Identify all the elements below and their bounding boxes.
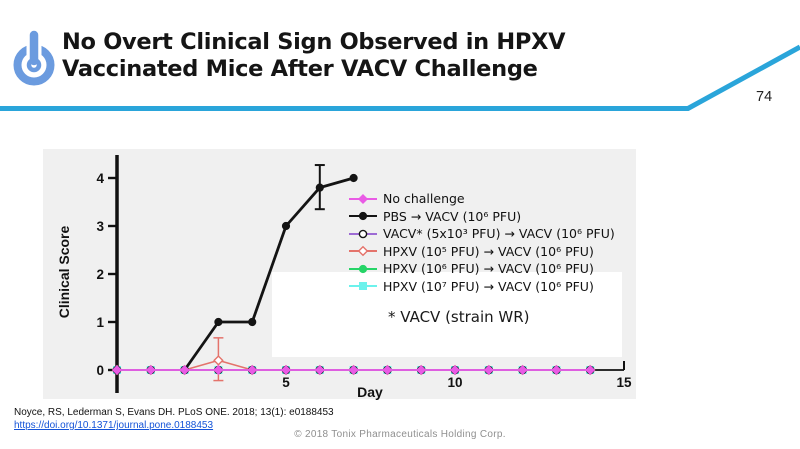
page-title-line1: No Overt Clinical Sign Observed in HPXV <box>62 29 566 55</box>
page-title-line2: Vaccinated Mice After VACV Challenge <box>62 56 538 82</box>
x-tick-label: 10 <box>447 375 462 390</box>
x-axis-label: Day <box>357 384 383 400</box>
legend-marker-icon <box>349 245 377 257</box>
chart-canvas: 0 1 2 3 4 5 10 15 Day Clinical Score <box>43 149 636 400</box>
y-tick-label: 3 <box>96 219 104 234</box>
legend-item-label: HPXV (10⁵ PFU) → VACV (10⁶ PFU) <box>383 243 594 259</box>
legend-item-label: VACV* (5x10³ PFU) → VACV (10⁶ PFU) <box>383 226 615 242</box>
accent-line <box>0 44 800 111</box>
y-tick-label: 4 <box>96 171 104 186</box>
legend-marker-icon <box>349 212 377 221</box>
legend-item: HPXV (10⁶ PFU) → VACV (10⁶ PFU) <box>348 260 615 278</box>
legend-marker-icon <box>349 193 377 204</box>
annotation-text: * VACV (strain WR) <box>388 308 530 326</box>
legend-item: VACV* (5x10³ PFU) → VACV (10⁶ PFU) <box>348 225 615 243</box>
x-tick-label: 5 <box>282 375 290 390</box>
citation-text: Noyce, RS, Lederman S, Evans DH. PLoS ON… <box>14 407 334 418</box>
legend-item-label: HPXV (10⁷ PFU) → VACV (10⁶ PFU) <box>383 278 594 294</box>
citation: Noyce, RS, Lederman S, Evans DH. PLoS ON… <box>14 406 334 432</box>
clinical-score-chart: 0 1 2 3 4 5 10 15 Day Clinical Score * VACV (stra… <box>40 146 660 404</box>
legend-item: HPXV (10⁷ PFU) → VACV (10⁶ PFU) <box>348 278 615 296</box>
tonix-power-icon <box>10 26 58 88</box>
chart-legend: No challenge PBS → VACV (10⁶ PFU) VACV* (5… <box>348 190 615 295</box>
legend-item-label: PBS → VACV (10⁶ PFU) <box>383 208 522 224</box>
citation-link[interactable]: https://doi.org/10.1371/journal.pone.018… <box>14 420 214 431</box>
y-tick-label: 1 <box>96 315 104 330</box>
y-axis-label: Clinical Score <box>56 225 72 318</box>
legend-marker-icon <box>349 282 377 291</box>
page-title: No Overt Clinical Sign Observed in HPXV … <box>62 29 566 83</box>
annotation-box: * VACV (strain WR) <box>272 272 622 357</box>
legend-item-label: No challenge <box>383 191 465 207</box>
legend-item-label: HPXV (10⁶ PFU) → VACV (10⁶ PFU) <box>383 261 594 277</box>
x-tick-label: 15 <box>616 375 632 390</box>
legend-item: No challenge <box>348 190 615 208</box>
y-tick-label: 0 <box>96 363 104 378</box>
legend-marker-icon <box>349 264 377 273</box>
page-number: 74 <box>756 89 773 105</box>
legend-item: PBS → VACV (10⁶ PFU) <box>348 208 615 226</box>
legend-item: HPXV (10⁵ PFU) → VACV (10⁶ PFU) <box>348 243 615 261</box>
footer-copyright: © 2018 Tonix Pharmaceuticals Holding Cor… <box>294 429 506 440</box>
series-1 <box>180 164 358 375</box>
y-tick-label: 2 <box>96 267 104 282</box>
series-0 <box>111 364 596 376</box>
legend-marker-icon <box>349 229 377 239</box>
